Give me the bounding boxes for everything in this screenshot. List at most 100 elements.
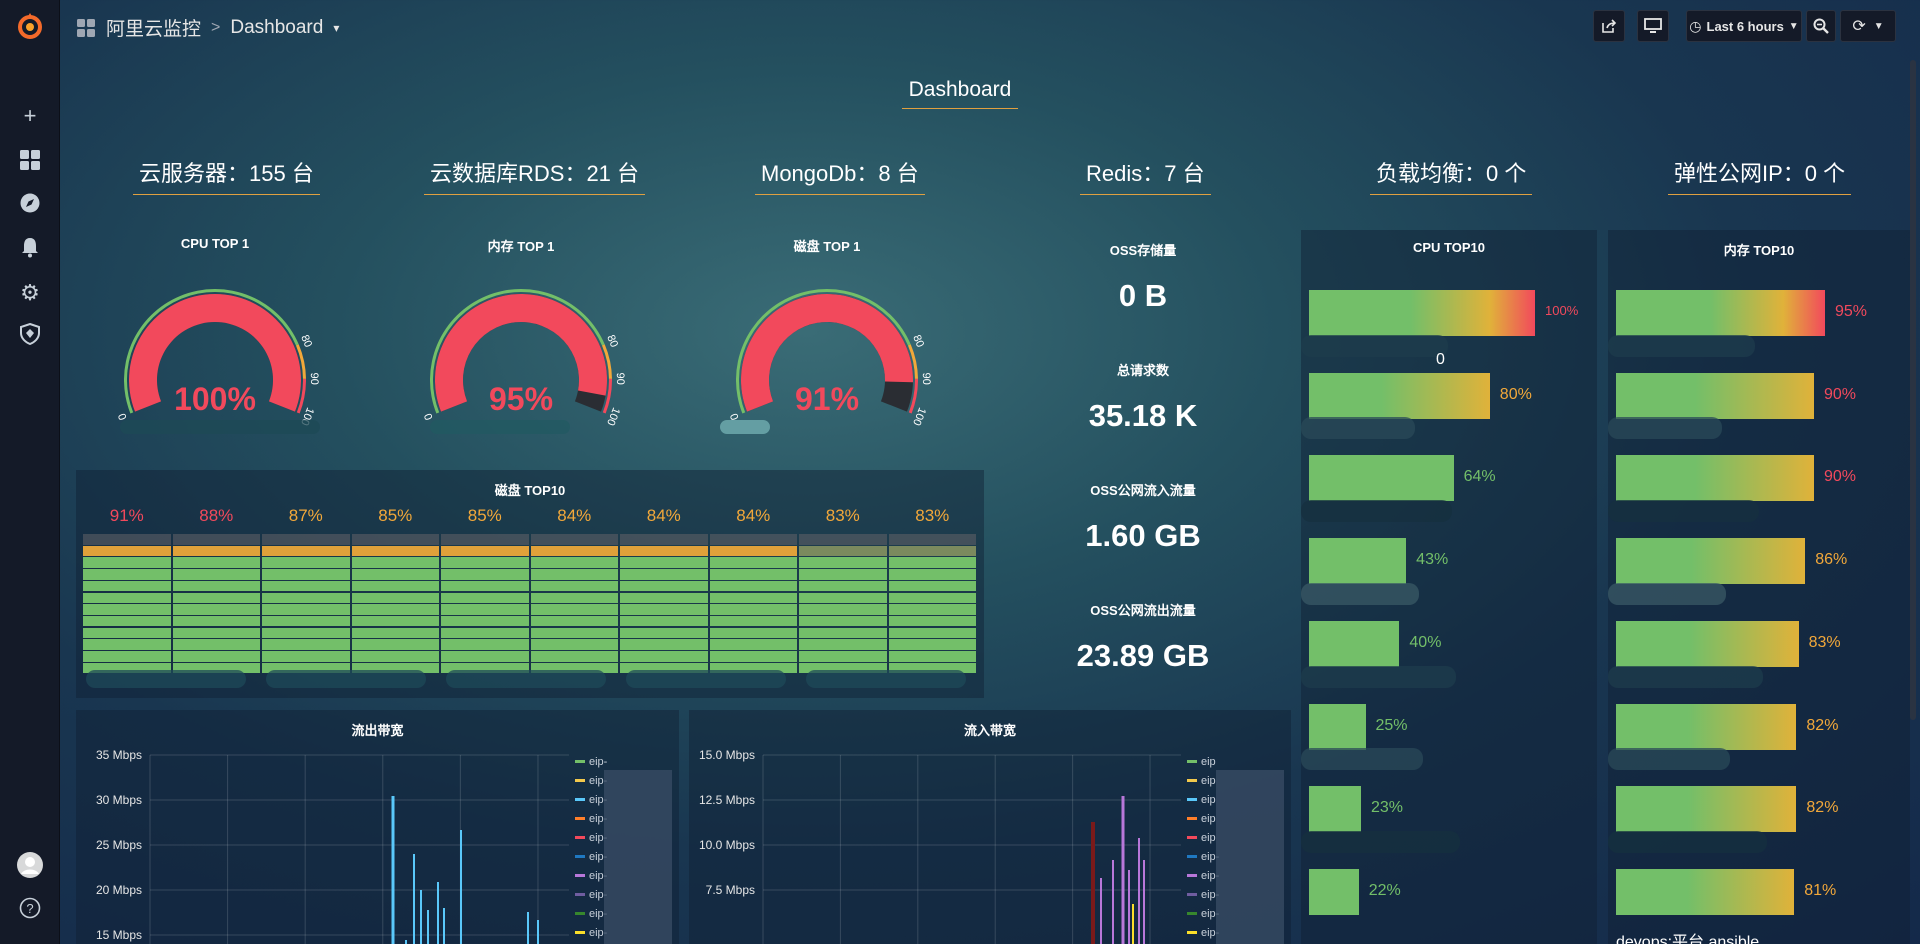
disk-cell bbox=[620, 662, 708, 674]
gauge-tick-label: 0 bbox=[116, 411, 129, 421]
bar bbox=[1309, 455, 1454, 502]
blurred-label bbox=[720, 420, 770, 434]
disk-column: 83% bbox=[888, 470, 976, 698]
bar bbox=[1616, 372, 1814, 419]
panel-title: CPU TOP10 bbox=[1412, 240, 1485, 255]
disk-column: 88% bbox=[172, 470, 260, 698]
breadcrumb-separator: > bbox=[211, 18, 221, 36]
disk-top10-panel: 磁盘 TOP10 91% 88% 87% 85% 85% 84% 84% 84% 83% 83% bbox=[76, 470, 984, 698]
gear-icon[interactable]: ⚙ bbox=[20, 280, 40, 305]
disk-cell bbox=[799, 592, 887, 603]
breadcrumb-dashboard[interactable]: Dashboard bbox=[230, 16, 324, 38]
disk-cell bbox=[620, 639, 708, 650]
bar bbox=[1309, 538, 1407, 585]
shield-icon[interactable] bbox=[17, 322, 43, 349]
oss-outbound-box: OSS公网流出流量 23.89 GB bbox=[995, 590, 1291, 701]
disk-cell bbox=[530, 651, 618, 662]
disk-cell bbox=[709, 569, 797, 580]
disk-cell bbox=[351, 639, 439, 650]
disk-cell bbox=[530, 580, 618, 592]
disk-cell bbox=[441, 580, 529, 592]
avatar[interactable] bbox=[16, 851, 43, 878]
breadcrumb-org[interactable]: 阿里云监控 bbox=[106, 19, 202, 40]
disk-column: 85% bbox=[351, 470, 439, 698]
grafana-logo-icon[interactable] bbox=[14, 10, 46, 42]
gauge-tick-label: 0 bbox=[728, 411, 741, 421]
disk-cell bbox=[620, 557, 708, 568]
legend-item: eip- bbox=[1187, 870, 1220, 882]
disk-cell bbox=[530, 615, 618, 627]
disk-cell bbox=[83, 604, 171, 615]
legend-item: eip bbox=[1187, 775, 1216, 787]
chart-svg: 35 Mbps 30 Mbps 25 Mbps 20 Mbps 15 Mbps eip-e… bbox=[96, 748, 672, 944]
disk-cell bbox=[262, 604, 350, 615]
disk-cell bbox=[441, 569, 529, 580]
blurred-legend bbox=[1216, 770, 1284, 944]
time-range-picker[interactable]: ◷ Last 6 hours ▼ bbox=[1686, 10, 1802, 42]
disk-cell bbox=[888, 569, 976, 580]
gauge-threshold-red bbox=[296, 378, 306, 414]
disk-column: 84% bbox=[709, 470, 797, 698]
share-button[interactable] bbox=[1593, 10, 1625, 42]
tv-mode-button[interactable] bbox=[1637, 10, 1669, 42]
disk-cell bbox=[83, 534, 171, 545]
legend-swatch bbox=[1187, 912, 1197, 915]
gauge-value: 91% bbox=[795, 381, 859, 417]
legend-label: eip- bbox=[589, 927, 608, 939]
legend-item: eip bbox=[1187, 794, 1216, 806]
bar-value: 95% bbox=[1835, 303, 1868, 320]
legend-label: eip- bbox=[1201, 927, 1220, 939]
zoom-out-button[interactable] bbox=[1806, 10, 1836, 42]
legend-item: eip- bbox=[575, 794, 608, 806]
disk-cell bbox=[888, 580, 976, 592]
disk-cell bbox=[799, 569, 887, 580]
refresh-button[interactable]: ⟳ ▼ bbox=[1840, 10, 1896, 42]
disk-cell bbox=[888, 604, 976, 615]
disk-cell bbox=[262, 662, 350, 674]
disk-column: 91% bbox=[83, 470, 171, 698]
disk-cell bbox=[799, 651, 887, 662]
blurred-label bbox=[1608, 334, 1755, 357]
explore-icon[interactable] bbox=[17, 192, 43, 218]
legend-swatch bbox=[575, 874, 585, 877]
disk-cell bbox=[262, 580, 350, 592]
disk-cell bbox=[351, 615, 439, 627]
bar-value: 22% bbox=[1368, 881, 1401, 899]
gauge-tick-label: 90 bbox=[308, 373, 320, 385]
blurred-label bbox=[1301, 582, 1419, 605]
disk-cell bbox=[530, 557, 618, 568]
legend-label: eip- bbox=[589, 832, 608, 844]
disk-cell bbox=[83, 651, 171, 662]
disk-cell bbox=[530, 592, 618, 603]
bar bbox=[1309, 620, 1400, 667]
oss-requests-box: 总请求数 35.18 K bbox=[995, 350, 1291, 461]
dashboards-icon[interactable] bbox=[17, 149, 43, 175]
monitor-icon bbox=[1644, 18, 1662, 33]
chevron-down-icon: ▼ bbox=[1788, 20, 1799, 32]
blurred-label bbox=[1301, 500, 1452, 523]
bar-value: 40% bbox=[1409, 633, 1442, 651]
stat-slb: 负载均衡：0 个 bbox=[1370, 156, 1533, 195]
panel-title: 流出带宽 bbox=[351, 723, 404, 738]
refresh-icon: ⟳ bbox=[1852, 18, 1866, 35]
disk-cell bbox=[172, 662, 260, 674]
legend-label: eip bbox=[1201, 832, 1216, 844]
bar bbox=[1616, 620, 1799, 667]
page-scrollbar[interactable] bbox=[1910, 60, 1916, 720]
chevron-down-icon[interactable]: ▾ bbox=[333, 20, 340, 35]
bar bbox=[1616, 290, 1825, 336]
legend-item: eip- bbox=[575, 813, 608, 825]
bar-value: 86% bbox=[1815, 551, 1848, 569]
blurred-label bbox=[86, 670, 246, 688]
legend-label: eip bbox=[1201, 813, 1216, 825]
help-icon[interactable]: ? bbox=[17, 897, 43, 923]
disk-cell bbox=[620, 627, 708, 639]
legend-item: eip- bbox=[1187, 908, 1220, 920]
disk-cell bbox=[530, 662, 618, 674]
stat-rds: 云数据库RDS：21 台 bbox=[424, 156, 646, 195]
plus-icon[interactable]: + bbox=[23, 103, 37, 128]
legend-item: eip bbox=[1187, 756, 1216, 768]
zoom-out-icon bbox=[1813, 18, 1829, 34]
bell-icon[interactable] bbox=[17, 236, 43, 262]
bar bbox=[1309, 786, 1361, 833]
